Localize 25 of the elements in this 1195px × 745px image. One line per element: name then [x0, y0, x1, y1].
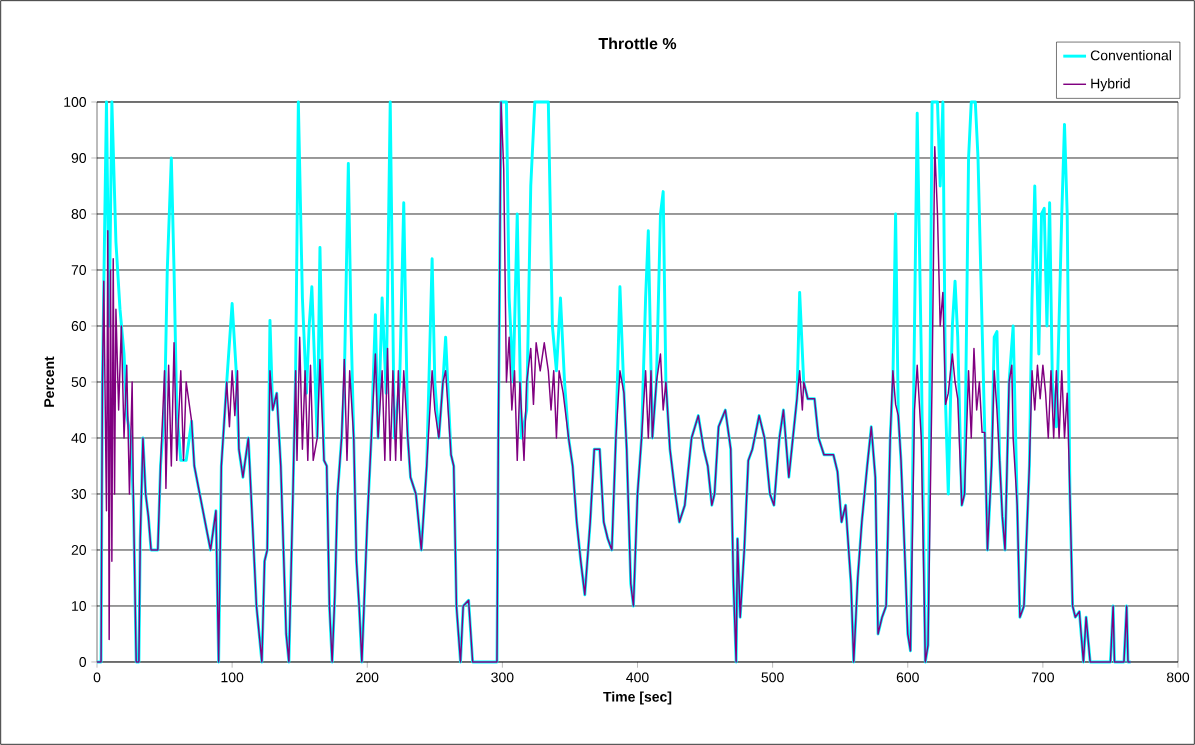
x-tick-label: 700	[1031, 672, 1054, 683]
y-tick-label: 60	[71, 321, 87, 331]
x-tick-label: 300	[491, 672, 514, 683]
y-tick-label: 70	[71, 265, 87, 275]
legend-label: Conventional	[1090, 50, 1171, 61]
y-tick-label: 30	[71, 489, 87, 499]
x-tick-label: 600	[896, 672, 919, 683]
y-tick-label: 10	[72, 601, 87, 611]
x-tick-label: 400	[626, 672, 649, 683]
y-tick-label: 100	[64, 97, 87, 107]
x-tick-label: 0	[93, 672, 101, 683]
x-tick-label: 800	[1166, 672, 1190, 683]
y-tick-label: 0	[79, 657, 87, 667]
legend-label: Hybrid	[1091, 78, 1130, 92]
y-tick-label: 20	[71, 545, 87, 555]
y-tick-label: 80	[71, 209, 87, 219]
x-tick-label: 200	[356, 672, 379, 683]
y-tick-label: 40	[71, 433, 87, 443]
x-tick-label: 100	[221, 672, 244, 683]
y-axis-title: Percent	[44, 356, 55, 407]
x-axis-title: Time [sec]	[603, 691, 672, 705]
chart-title: Throttle %	[598, 37, 677, 50]
y-tick-label: 50	[71, 377, 87, 387]
y-tick-label: 90	[71, 153, 87, 163]
x-tick-label: 500	[761, 672, 784, 683]
